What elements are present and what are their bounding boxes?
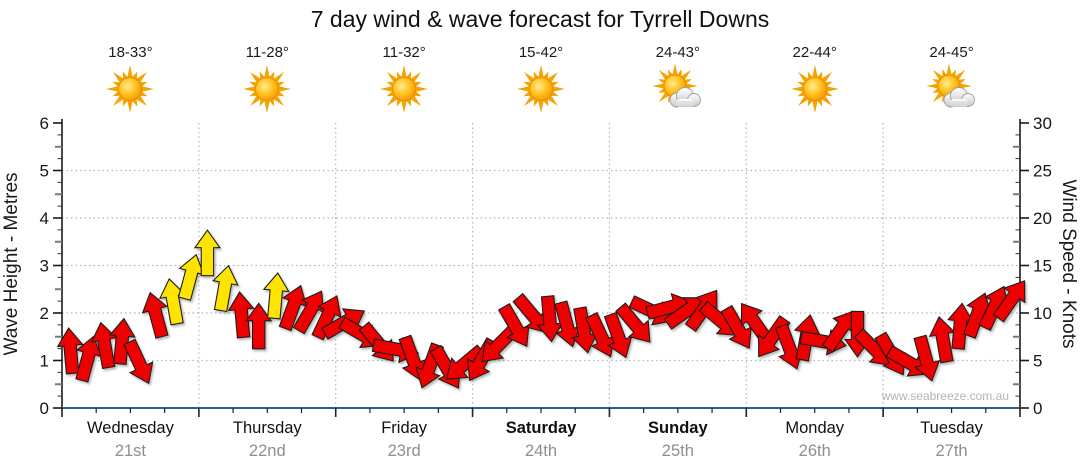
day-date: 27th: [936, 442, 968, 460]
left-tick-label: 3: [40, 257, 49, 276]
sun-ray: [652, 82, 666, 90]
day-name: Wednesday: [87, 419, 175, 437]
day-name: Friday: [381, 419, 428, 437]
sun-ray: [380, 85, 395, 93]
page-title: 7 day wind & wave forecast for Tyrrell D…: [310, 6, 770, 32]
left-axis-label: Wave Height - Metres: [1, 172, 22, 355]
sun-icon: [239, 63, 295, 122]
day-name: Thursday: [233, 419, 303, 437]
sun-ray: [106, 85, 121, 93]
sun-behind-cloud-icon: [924, 63, 980, 122]
sun-icon: [376, 63, 432, 122]
sun-icon: [102, 63, 158, 122]
wind-arrow: [108, 317, 136, 366]
wind-arrow: [615, 302, 651, 343]
wind-arrow: [227, 291, 255, 339]
day-temperature: 15-42°: [518, 44, 564, 61]
right-tick-label: 25: [1033, 162, 1052, 181]
watermark: www.seabreeze.com.au: [881, 389, 1009, 403]
sun-ray: [824, 85, 839, 93]
x-axis-day-labels: Wednesday 21st Thursday 22nd Friday 23rd Satur…: [87, 419, 984, 460]
day-date: 21st: [115, 442, 147, 460]
right-tick-label: 0: [1033, 399, 1042, 418]
right-tick-label: 15: [1033, 257, 1052, 276]
sun-ray: [537, 65, 545, 80]
sun-ray: [243, 85, 258, 93]
sun-ray: [127, 65, 134, 80]
sun-ray: [400, 65, 408, 80]
sun-ray: [413, 85, 429, 93]
left-tick-label: 6: [40, 114, 49, 133]
right-tick-label: 10: [1033, 304, 1052, 323]
sun-ray: [517, 85, 532, 93]
left-tick-label: 5: [40, 162, 49, 181]
day-temperature: 18-33°: [108, 44, 153, 61]
wind-arrow: [123, 338, 154, 385]
wind-arrow: [56, 327, 84, 375]
wind-arrows: [56, 229, 1026, 389]
sun-ray: [550, 85, 565, 93]
left-tick-label: 0: [40, 399, 49, 418]
left-tick-label: 2: [40, 304, 49, 323]
day-name: Sunday: [648, 419, 708, 437]
wind-arrow: [245, 302, 273, 350]
wind-arrow: [211, 264, 239, 313]
sun-core: [255, 77, 280, 101]
day-name: Tuesday: [920, 419, 983, 437]
day-date: 25th: [662, 442, 694, 460]
sun-ray: [671, 63, 678, 77]
day-temperature: 24-45°: [929, 44, 974, 61]
cloud: [943, 87, 975, 108]
day-date: 22nd: [249, 442, 286, 460]
sun-behind-cloud-icon: [650, 63, 706, 122]
sun-ray: [811, 65, 818, 80]
wind-arrow: [311, 295, 342, 341]
sun-ray: [537, 98, 545, 113]
sun-ray: [276, 85, 292, 93]
sun-ray: [945, 63, 952, 77]
wind-arrow: [193, 229, 221, 277]
sun-ray: [925, 82, 940, 90]
axis-ticks: [53, 122, 1029, 417]
wind-arrow: [992, 280, 1026, 323]
sun-ray: [400, 98, 408, 113]
sun-core: [802, 77, 827, 101]
sun-ray: [139, 85, 155, 93]
day-temperature: 11-28°: [245, 44, 289, 61]
sun-core: [529, 77, 553, 101]
sun-ray: [127, 98, 134, 113]
sun-core: [392, 77, 417, 101]
day-temperature: 22-44°: [792, 44, 837, 61]
sun-icon: [513, 63, 569, 122]
sun-core: [118, 77, 143, 101]
day-temperature: 24-43°: [655, 44, 701, 61]
right-tick-label: 20: [1033, 209, 1052, 228]
right-axis-label: Wind Speed - Knots: [1058, 180, 1079, 349]
day-name: Saturday: [506, 419, 577, 437]
wind-arrow: [262, 272, 290, 320]
sun-ray: [811, 98, 818, 113]
wind-arrow: [141, 291, 169, 339]
sun-ray: [264, 65, 271, 80]
day-date: 24th: [525, 442, 557, 460]
tick-labels: 0 1 2 3 4 5 6 0 5 10 15 20 25 30: [40, 114, 1052, 418]
sun-ray: [264, 98, 271, 113]
sun-ray: [790, 85, 806, 93]
day-name: Monday: [785, 419, 844, 437]
cloud: [669, 87, 701, 108]
right-tick-label: 30: [1033, 114, 1052, 133]
wind-arrow: [913, 334, 941, 382]
sun-icon: [787, 63, 843, 122]
right-tick-label: 5: [1033, 352, 1042, 371]
left-tick-label: 1: [40, 352, 49, 371]
day-date: 26th: [799, 442, 831, 460]
day-temperature: 11-32°: [382, 44, 426, 61]
day-date: 23rd: [388, 442, 421, 460]
left-tick-label: 4: [40, 209, 49, 228]
